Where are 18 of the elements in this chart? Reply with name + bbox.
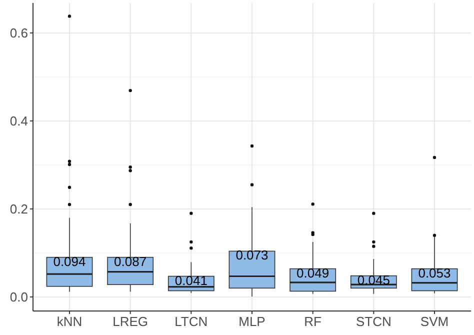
x-tick-label: MLP [238,314,266,329]
x-tick-label: RF [304,314,322,329]
y-tick-label: 0.6 [10,25,28,40]
y-tick-label: 0.0 [10,289,28,304]
y-tick-label: 0.2 [10,201,28,216]
y-tick-label: 0.4 [10,113,28,128]
x-tick-label: SVM [420,314,449,329]
annotation: 0.073 [236,248,268,263]
annotation: 0.049 [296,265,330,280]
annotation: 0.094 [53,254,86,269]
annotation: 0.053 [418,265,451,280]
annotation: 0.087 [114,254,147,269]
annotation: 0.041 [174,272,208,288]
annotation: 0.045 [357,272,390,288]
x-tick-label: LREG [112,314,148,329]
x-tick-label: kNN [56,314,82,329]
x-tick-label: LTCN [174,314,208,329]
x-tick-label: STCN [356,314,392,329]
